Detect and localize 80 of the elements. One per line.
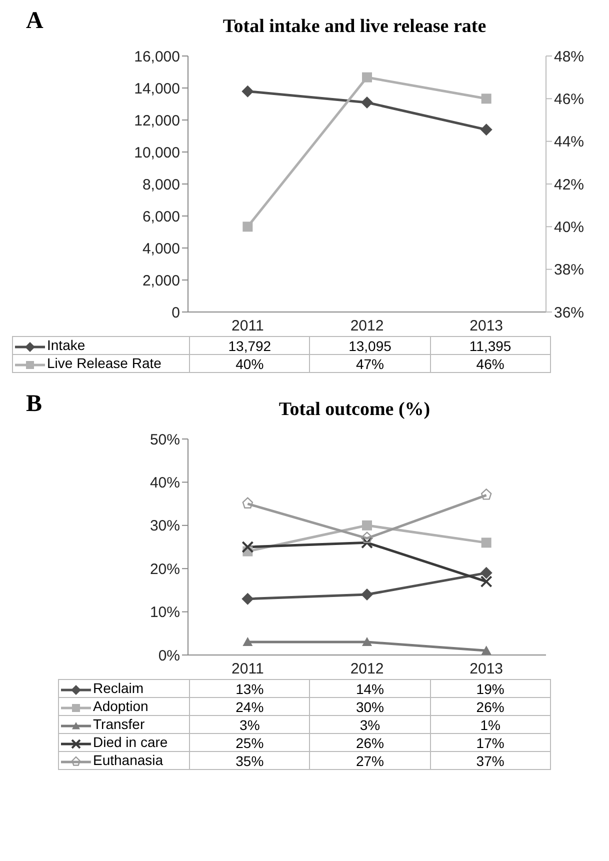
y-tick-label: 0% — [158, 647, 180, 664]
point — [362, 72, 372, 82]
point — [480, 124, 492, 136]
data-label: 13,792 — [190, 336, 310, 354]
y-tick-label: 4,000 — [142, 240, 180, 258]
data-label: 19% — [430, 680, 550, 698]
y-tick-label: 8,000 — [142, 176, 180, 194]
point — [362, 532, 372, 544]
data-label: 46% — [430, 354, 550, 372]
data-label: 1% — [430, 716, 550, 734]
text: A — [26, 8, 44, 35]
data-label: 26% — [310, 734, 430, 752]
y2-tick-label: 48% — [554, 48, 584, 66]
data-label: 27% — [310, 752, 430, 770]
data-label: 47% — [310, 354, 430, 372]
y-tick-label: 20% — [150, 560, 180, 578]
legend-label: Transfer — [93, 716, 145, 732]
x-tick-label: 2011 — [232, 318, 264, 335]
y-tick-label: 40% — [150, 474, 180, 492]
point — [242, 497, 254, 508]
data-label: 11,395 — [430, 336, 550, 354]
point — [242, 637, 253, 646]
y-tick-label: 2,000 — [142, 272, 180, 290]
point — [481, 646, 492, 655]
x-tick-label: 2013 — [470, 660, 504, 678]
data-label: 3% — [190, 716, 310, 734]
point — [362, 520, 372, 530]
legend-label: Intake — [47, 337, 86, 354]
data-label: 17% — [430, 734, 550, 752]
y-tick-label: 10% — [150, 604, 180, 622]
y-tick-label: 50% — [150, 431, 180, 448]
data-label: 26% — [430, 698, 550, 716]
y-tick-label: 6,000 — [142, 208, 180, 226]
x-tick-label: 2012 — [350, 318, 384, 335]
data-label: 3% — [310, 716, 430, 734]
data-label: 30% — [310, 698, 430, 716]
data-label: 40% — [190, 354, 310, 372]
y2-tick-label: 46% — [554, 90, 584, 108]
point — [480, 488, 492, 500]
point — [361, 588, 373, 601]
legend-label: Live Release Rate — [47, 355, 162, 372]
y2-tick-label: 36% — [554, 304, 584, 322]
y2-tick-label: 40% — [554, 218, 584, 236]
y2-tick-label: 44% — [554, 134, 584, 151]
point — [480, 576, 492, 588]
point — [362, 637, 372, 646]
data-label: 37% — [430, 752, 550, 770]
x-tick-label: 2013 — [470, 318, 504, 335]
data-label: 24% — [190, 698, 310, 716]
data-label: 13,095 — [310, 336, 430, 354]
y-tick-label: 14,000 — [134, 80, 180, 98]
point — [480, 566, 492, 579]
point — [361, 536, 373, 549]
point — [361, 96, 373, 108]
point — [242, 85, 254, 98]
chart-title: Total outcome (%) — [278, 399, 430, 420]
legend-label: Reclaim — [93, 680, 144, 696]
y-tick-label: 0 — [172, 304, 180, 322]
point — [481, 538, 492, 548]
y-tick-label: 16,000 — [134, 48, 180, 66]
point — [242, 222, 253, 232]
x-tick-label: 2012 — [350, 660, 384, 678]
point — [481, 94, 492, 104]
data-label: 25% — [190, 734, 310, 752]
legend-label: Died in care — [93, 734, 168, 750]
y2-tick-label: 42% — [554, 176, 584, 194]
text: B — [26, 391, 42, 418]
legend-label: Adoption — [93, 698, 148, 714]
y-tick-label: 10,000 — [134, 144, 180, 162]
point — [242, 592, 254, 605]
y-tick-label: 30% — [150, 518, 180, 535]
data-label: 13% — [190, 680, 310, 698]
point — [242, 541, 254, 553]
chart-title: Total intake and live release rate — [222, 16, 486, 37]
x-tick-label: 2011 — [232, 660, 264, 678]
y-tick-label: 12,000 — [134, 112, 180, 130]
data-label: 35% — [190, 752, 310, 770]
legend-label: Euthanasia — [93, 752, 164, 768]
data-label: 14% — [310, 680, 430, 698]
y2-tick-label: 38% — [554, 262, 584, 279]
